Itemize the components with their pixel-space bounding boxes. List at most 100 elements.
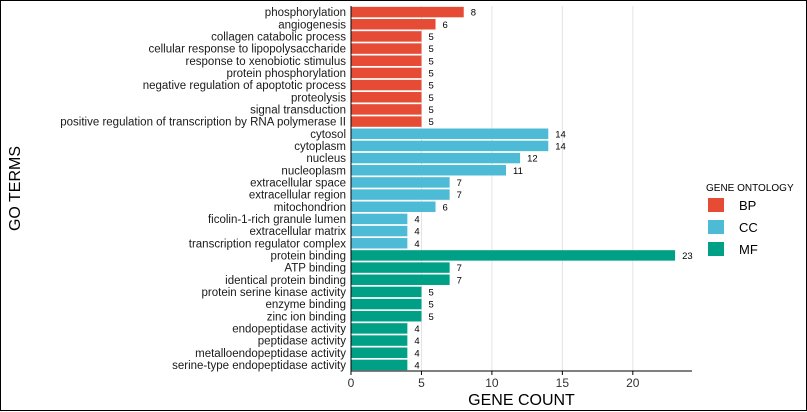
category-label-1: angiogenesis xyxy=(278,19,346,31)
value-label-11: 14 xyxy=(555,141,566,152)
bar-27 xyxy=(351,335,408,346)
axes xyxy=(350,6,692,372)
legend: GENE ONTOLOGY BP CC MF xyxy=(706,183,794,257)
category-label-18: extracellular matrix xyxy=(250,226,347,238)
value-label-16: 6 xyxy=(443,202,448,213)
category-label-15: extracellular region xyxy=(249,190,346,202)
bar-23 xyxy=(351,286,422,298)
legend-title: GENE ONTOLOGY xyxy=(706,183,794,194)
x-tick-label-20: 20 xyxy=(626,376,640,390)
bar-8 xyxy=(351,104,422,115)
category-label-8: signal transduction xyxy=(250,104,346,116)
grid-lines xyxy=(420,6,634,371)
bar-12 xyxy=(351,152,521,164)
category-label-24: enzyme binding xyxy=(265,299,346,311)
value-label-19: 4 xyxy=(414,239,419,250)
bar-9 xyxy=(351,116,422,127)
category-label-6: negative regulation of apoptotic process xyxy=(143,80,347,92)
bar-17 xyxy=(351,213,408,225)
category-label-3: cellular response to lipopolysaccharide xyxy=(148,44,346,56)
category-label-28: metalloendopeptidase activity xyxy=(195,348,346,360)
category-label-17: ficolin-1-rich granule lumen xyxy=(208,214,346,226)
value-label-0: 8 xyxy=(471,8,476,19)
bar-22 xyxy=(351,274,450,285)
x-tick-label-0: 0 xyxy=(348,376,355,390)
value-label-2: 5 xyxy=(428,32,433,43)
x-tick-label-10: 10 xyxy=(485,376,499,390)
category-label-20: protein binding xyxy=(271,250,346,262)
x-ticks: 0 5 10 15 20 xyxy=(348,371,640,390)
category-label-14: extracellular space xyxy=(250,177,346,189)
x-tick-label-5: 5 xyxy=(418,376,425,390)
bar-16 xyxy=(351,201,436,212)
value-label-26: 4 xyxy=(414,324,419,335)
x-tick-label-15: 15 xyxy=(556,376,570,390)
value-label-15: 7 xyxy=(457,190,462,201)
category-label-5: protein phosphorylation xyxy=(226,68,346,80)
x-axis-title: GENE COUNT xyxy=(468,392,575,409)
value-label-18: 4 xyxy=(414,227,419,238)
category-label-27: peptidase activity xyxy=(258,336,346,348)
category-label-12: nucleus xyxy=(306,153,346,165)
category-label-16: mitochondrion xyxy=(274,202,346,214)
bar-4 xyxy=(351,55,422,66)
bar-28 xyxy=(351,347,408,358)
bar-10 xyxy=(351,128,549,139)
value-label-23: 5 xyxy=(428,287,433,298)
bar-14 xyxy=(351,177,450,188)
value-label-3: 5 xyxy=(428,44,433,55)
value-label-24: 5 xyxy=(428,300,433,311)
bar-2 xyxy=(351,31,422,42)
category-label-7: proteolysis xyxy=(291,92,346,104)
y-axis-title: GO TERMS xyxy=(7,146,24,231)
category-label-26: endopeptidase activity xyxy=(232,323,346,335)
value-label-7: 5 xyxy=(428,93,433,104)
value-label-28: 4 xyxy=(414,348,419,359)
bar-26 xyxy=(351,323,408,334)
bar-20 xyxy=(351,250,676,261)
value-label-14: 7 xyxy=(457,178,462,189)
category-label-23: protein serine kinase activity xyxy=(202,287,347,299)
value-label-29: 4 xyxy=(414,360,419,371)
category-label-29: serine-type endopeptidase activity xyxy=(172,360,346,372)
legend-swatch-cc xyxy=(708,220,724,234)
value-label-22: 7 xyxy=(457,275,462,286)
value-label-10: 14 xyxy=(555,129,566,140)
bar-1 xyxy=(351,19,436,30)
category-label-11: cytoplasm xyxy=(294,141,346,153)
value-label-8: 5 xyxy=(428,105,433,116)
value-label-6: 5 xyxy=(428,81,433,92)
legend-swatch-bp xyxy=(708,198,724,212)
category-label-13: nucleoplasm xyxy=(281,165,346,177)
legend-label-bp: BP xyxy=(739,198,756,213)
bar-29 xyxy=(351,359,408,371)
bar-3 xyxy=(351,43,422,54)
bar-7 xyxy=(351,92,422,103)
bar-13 xyxy=(351,165,506,176)
value-label-12: 12 xyxy=(527,154,538,165)
value-label-21: 7 xyxy=(457,263,462,274)
category-label-10: cytosol xyxy=(310,129,346,141)
legend-label-mf: MF xyxy=(739,242,758,257)
category-label-19: transcription regulator complex xyxy=(189,238,346,250)
value-label-17: 4 xyxy=(414,214,419,225)
bar-0 xyxy=(351,6,464,18)
value-label-25: 5 xyxy=(428,312,433,323)
value-label-4: 5 xyxy=(428,56,433,67)
value-label-27: 4 xyxy=(414,336,419,347)
value-label-1: 6 xyxy=(443,20,448,31)
bar-6 xyxy=(351,79,422,91)
category-label-21: ATP binding xyxy=(284,263,346,275)
bar-5 xyxy=(351,67,422,79)
category-label-25: zinc ion binding xyxy=(267,311,346,323)
value-label-5: 5 xyxy=(428,68,433,79)
bar-24 xyxy=(351,298,422,310)
category-label-9: positive regulation of transcription by … xyxy=(60,117,346,129)
value-label-9: 5 xyxy=(428,117,433,128)
category-label-2: collagen catabolic process xyxy=(211,31,346,43)
bar-11 xyxy=(351,140,549,152)
